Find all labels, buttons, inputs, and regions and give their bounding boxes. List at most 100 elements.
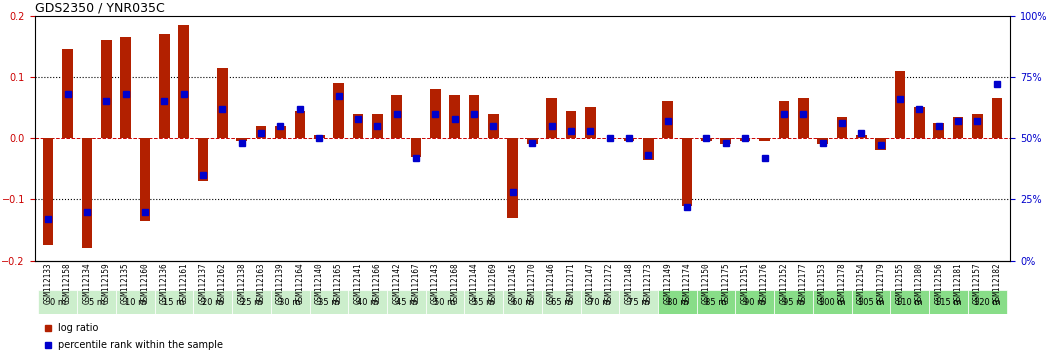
Bar: [101, 40, 111, 138]
Bar: [39, 16, 58, 261]
Text: 105 m: 105 m: [858, 298, 884, 307]
Bar: [154, 16, 174, 261]
Text: 95 m: 95 m: [783, 298, 805, 307]
Bar: [372, 114, 383, 138]
Text: GSM112147: GSM112147: [585, 262, 595, 304]
Bar: [852, 16, 871, 261]
Bar: [391, 95, 402, 138]
Bar: [135, 16, 154, 261]
Bar: [314, 135, 324, 138]
FancyBboxPatch shape: [735, 290, 774, 314]
Bar: [547, 98, 557, 138]
Bar: [662, 101, 673, 138]
Bar: [426, 16, 445, 261]
Bar: [542, 16, 561, 261]
Bar: [174, 16, 193, 261]
Bar: [817, 138, 828, 144]
Bar: [78, 16, 97, 261]
Bar: [565, 110, 576, 138]
Bar: [968, 16, 987, 261]
Bar: [97, 16, 116, 261]
Text: GSM112159: GSM112159: [102, 262, 111, 304]
Text: 30 m: 30 m: [279, 298, 301, 307]
Text: GSM112134: GSM112134: [83, 262, 91, 304]
Bar: [449, 95, 461, 138]
Bar: [914, 108, 925, 138]
Bar: [798, 98, 809, 138]
Text: 45 m: 45 m: [395, 298, 416, 307]
Bar: [256, 126, 266, 138]
FancyBboxPatch shape: [348, 290, 387, 314]
Bar: [334, 83, 344, 138]
Text: GSM112166: GSM112166: [372, 262, 382, 304]
Text: 120 m: 120 m: [973, 298, 1001, 307]
Text: 35 m: 35 m: [318, 298, 340, 307]
Text: GSM112182: GSM112182: [992, 262, 1002, 304]
Text: GSM112139: GSM112139: [276, 262, 285, 304]
Text: GSM112141: GSM112141: [354, 262, 363, 304]
FancyBboxPatch shape: [465, 290, 504, 314]
Bar: [561, 16, 580, 261]
Bar: [929, 16, 948, 261]
Bar: [469, 95, 479, 138]
FancyBboxPatch shape: [193, 290, 232, 314]
FancyBboxPatch shape: [619, 290, 658, 314]
Bar: [759, 138, 770, 141]
Bar: [600, 16, 619, 261]
Text: GSM112173: GSM112173: [644, 262, 652, 304]
Text: GSM112170: GSM112170: [528, 262, 537, 304]
Bar: [875, 138, 886, 150]
Text: 60 m: 60 m: [512, 298, 533, 307]
Text: 40 m: 40 m: [357, 298, 379, 307]
Bar: [639, 16, 658, 261]
FancyBboxPatch shape: [232, 290, 271, 314]
Text: 15 m: 15 m: [164, 298, 185, 307]
Bar: [271, 16, 291, 261]
Text: GSM112169: GSM112169: [489, 262, 498, 304]
Text: GSM112171: GSM112171: [566, 262, 576, 304]
FancyBboxPatch shape: [78, 290, 116, 314]
Bar: [43, 138, 53, 245]
Bar: [58, 16, 78, 261]
FancyBboxPatch shape: [813, 290, 852, 314]
Text: 85 m: 85 m: [705, 298, 727, 307]
Bar: [411, 138, 422, 156]
Bar: [116, 16, 135, 261]
Text: GSM112151: GSM112151: [741, 262, 750, 304]
Bar: [987, 16, 1007, 261]
Text: GSM112153: GSM112153: [818, 262, 827, 304]
Bar: [406, 16, 426, 261]
Bar: [430, 89, 441, 138]
Bar: [508, 138, 518, 218]
Bar: [871, 16, 891, 261]
Bar: [948, 16, 968, 261]
Bar: [934, 123, 944, 138]
Text: percentile rank within the sample: percentile rank within the sample: [58, 340, 222, 350]
Bar: [856, 135, 866, 138]
FancyBboxPatch shape: [39, 290, 78, 314]
Bar: [619, 16, 639, 261]
Bar: [774, 16, 793, 261]
Text: GSM112143: GSM112143: [431, 262, 440, 304]
Bar: [580, 16, 600, 261]
Text: 0 m: 0 m: [50, 298, 66, 307]
Text: GSM112174: GSM112174: [683, 262, 691, 304]
FancyBboxPatch shape: [774, 290, 813, 314]
Text: GSM112157: GSM112157: [973, 262, 982, 304]
Text: GSM112154: GSM112154: [857, 262, 865, 304]
Bar: [232, 16, 252, 261]
Bar: [236, 138, 248, 141]
Bar: [197, 138, 209, 181]
Bar: [678, 16, 697, 261]
Text: 115 m: 115 m: [936, 298, 962, 307]
Text: GSM112135: GSM112135: [121, 262, 130, 304]
Bar: [909, 16, 929, 261]
FancyBboxPatch shape: [387, 290, 426, 314]
Text: GSM112172: GSM112172: [605, 262, 614, 304]
Bar: [367, 16, 387, 261]
Text: 5 m: 5 m: [88, 298, 105, 307]
Text: GSM112180: GSM112180: [915, 262, 924, 304]
Bar: [121, 37, 131, 138]
Bar: [891, 16, 909, 261]
Bar: [504, 16, 522, 261]
